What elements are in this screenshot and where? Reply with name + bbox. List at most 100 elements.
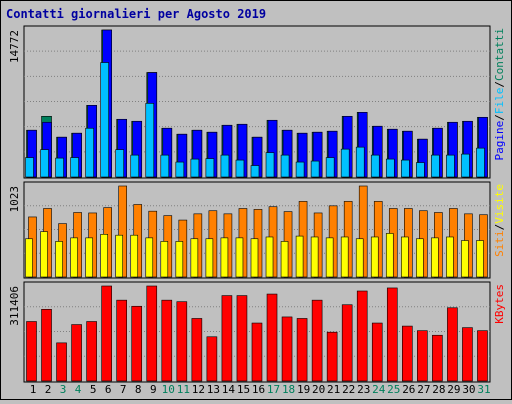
x-tick-label-day-27: 27 <box>417 383 430 396</box>
bar-file-day-22 <box>340 148 350 178</box>
bar-visite-day-14 <box>220 237 229 278</box>
bar-file-day-5 <box>85 127 94 178</box>
bar-file-day-16 <box>250 165 260 178</box>
bar-file-day-21 <box>325 157 335 178</box>
legend-label-part: Pagine <box>493 121 506 161</box>
bar-visite-day-11 <box>175 241 184 278</box>
bar-kbytes-day-30 <box>462 327 473 382</box>
bar-file-day-1 <box>25 157 34 178</box>
bar-visite-day-2 <box>40 231 48 278</box>
bar-file-day-25 <box>385 158 395 178</box>
bar-visite-day-29 <box>446 236 454 278</box>
x-tick-label-day-21: 21 <box>327 383 340 396</box>
y-max-label: 14772 <box>8 30 21 63</box>
bar-kbytes-day-24 <box>371 322 383 382</box>
bar-file-day-15 <box>235 159 245 178</box>
x-tick-label-day-29: 29 <box>447 383 460 396</box>
bar-visite-day-15 <box>235 237 244 278</box>
bar-kbytes-day-15 <box>236 295 248 382</box>
legend-label: KBytes <box>493 284 506 324</box>
bar-file-day-2 <box>40 149 49 178</box>
legend-label-part: / <box>493 224 506 231</box>
legend-label: Siti/Visite <box>493 184 506 257</box>
legend-label-part: File <box>493 88 506 115</box>
legend-label-part: Visite <box>493 184 506 224</box>
bar-file-day-27 <box>416 162 425 178</box>
bar-kbytes-day-26 <box>402 325 413 382</box>
y-max-label: 311406 <box>8 286 21 326</box>
bar-visite-day-3 <box>55 241 63 278</box>
x-tick-label-day-19: 19 <box>297 383 310 396</box>
x-tick-label-day-16: 16 <box>252 383 265 396</box>
x-tick-label-day-9: 9 <box>150 383 157 396</box>
x-tick-label-day-30: 30 <box>462 383 475 396</box>
bar-kbytes-day-20 <box>311 299 323 382</box>
bar-file-day-3 <box>55 157 64 178</box>
bar-kbytes-day-10 <box>161 299 173 382</box>
bar-kbytes-day-19 <box>296 318 308 382</box>
x-tick-label-day-31: 31 <box>477 383 490 396</box>
x-tick-label-day-5: 5 <box>90 383 97 396</box>
bar-visite-day-13 <box>205 238 214 278</box>
bar-kbytes-day-1 <box>26 321 37 382</box>
bar-file-day-6 <box>100 62 109 178</box>
bar-visite-day-23 <box>355 238 364 278</box>
x-tick-label-day-17: 17 <box>267 383 280 396</box>
x-tick-label-day-20: 20 <box>312 383 325 396</box>
bar-visite-day-1 <box>25 238 33 278</box>
bar-file-day-23 <box>355 146 365 178</box>
bar-file-day-31 <box>476 147 485 178</box>
bar-visite-day-19 <box>295 235 304 278</box>
chart-title: Contatti giornalieri per Agosto 2019 <box>6 7 266 21</box>
bar-visite-day-8 <box>130 234 139 278</box>
bar-visite-day-24 <box>370 236 379 278</box>
x-tick-labels: 1 2 3 4 5 6 7 8 9 10 11 12 13 14 15 16 17 18 19 20 21 22 23 24 2… <box>30 383 491 396</box>
bar-kbytes-day-31 <box>477 330 488 382</box>
bar-kbytes-day-6 <box>101 285 112 382</box>
x-tick-label-day-26: 26 <box>402 383 415 396</box>
bar-kbytes-day-12 <box>191 318 203 382</box>
bar-kbytes-day-27 <box>417 330 428 382</box>
x-tick-label-day-22: 22 <box>342 383 355 396</box>
x-tick-label-day-1: 1 <box>30 383 37 396</box>
bar-file-day-24 <box>370 154 380 178</box>
x-tick-label-day-11: 11 <box>177 383 190 396</box>
bar-visite-day-4 <box>70 237 78 278</box>
bar-visite-day-17 <box>265 236 274 278</box>
panels-layer: 14772Pagine/File/Contatti1023Siti/Visite… <box>8 25 506 383</box>
bar-kbytes-day-17 <box>266 293 278 382</box>
x-tick-label-day-14: 14 <box>222 383 236 396</box>
bar-visite-day-5 <box>85 237 93 278</box>
bar-visite-day-18 <box>280 241 289 278</box>
bar-visite-day-27 <box>416 238 424 278</box>
legend-label-part: Siti <box>493 230 506 257</box>
x-tick-label-day-28: 28 <box>432 383 445 396</box>
bar-kbytes-day-7 <box>116 299 127 382</box>
bar-file-day-14 <box>220 154 230 178</box>
x-tick-label-day-6: 6 <box>105 383 112 396</box>
bar-file-day-26 <box>401 159 410 178</box>
bar-visite-day-26 <box>401 236 409 278</box>
bar-kbytes-day-22 <box>341 304 353 382</box>
panel-siti-visite: 1023 Siti/Visite <box>8 181 506 279</box>
bar-file-day-28 <box>431 154 440 178</box>
bar-kbytes-day-8 <box>131 305 143 382</box>
bar-visite-day-9 <box>145 237 154 278</box>
legend-label-part: Contatti <box>493 28 506 81</box>
bar-visite-day-30 <box>461 240 469 278</box>
bar-kbytes-day-14 <box>221 295 233 382</box>
bar-file-day-20 <box>310 160 320 178</box>
bar-visite-day-16 <box>250 238 259 278</box>
bar-visite-day-22 <box>340 236 349 278</box>
bar-kbytes-day-5 <box>86 321 97 382</box>
bar-file-day-7 <box>115 149 124 178</box>
x-tick-label-day-23: 23 <box>357 383 370 396</box>
bar-kbytes-day-25 <box>386 287 398 382</box>
x-tick-label-day-4: 4 <box>75 383 82 396</box>
bar-visite-day-25 <box>385 233 394 278</box>
x-tick-label-day-25: 25 <box>387 383 400 396</box>
x-tick-label-day-24: 24 <box>372 383 386 396</box>
bar-kbytes-day-13 <box>206 336 218 382</box>
bar-visite-day-7 <box>115 234 123 278</box>
